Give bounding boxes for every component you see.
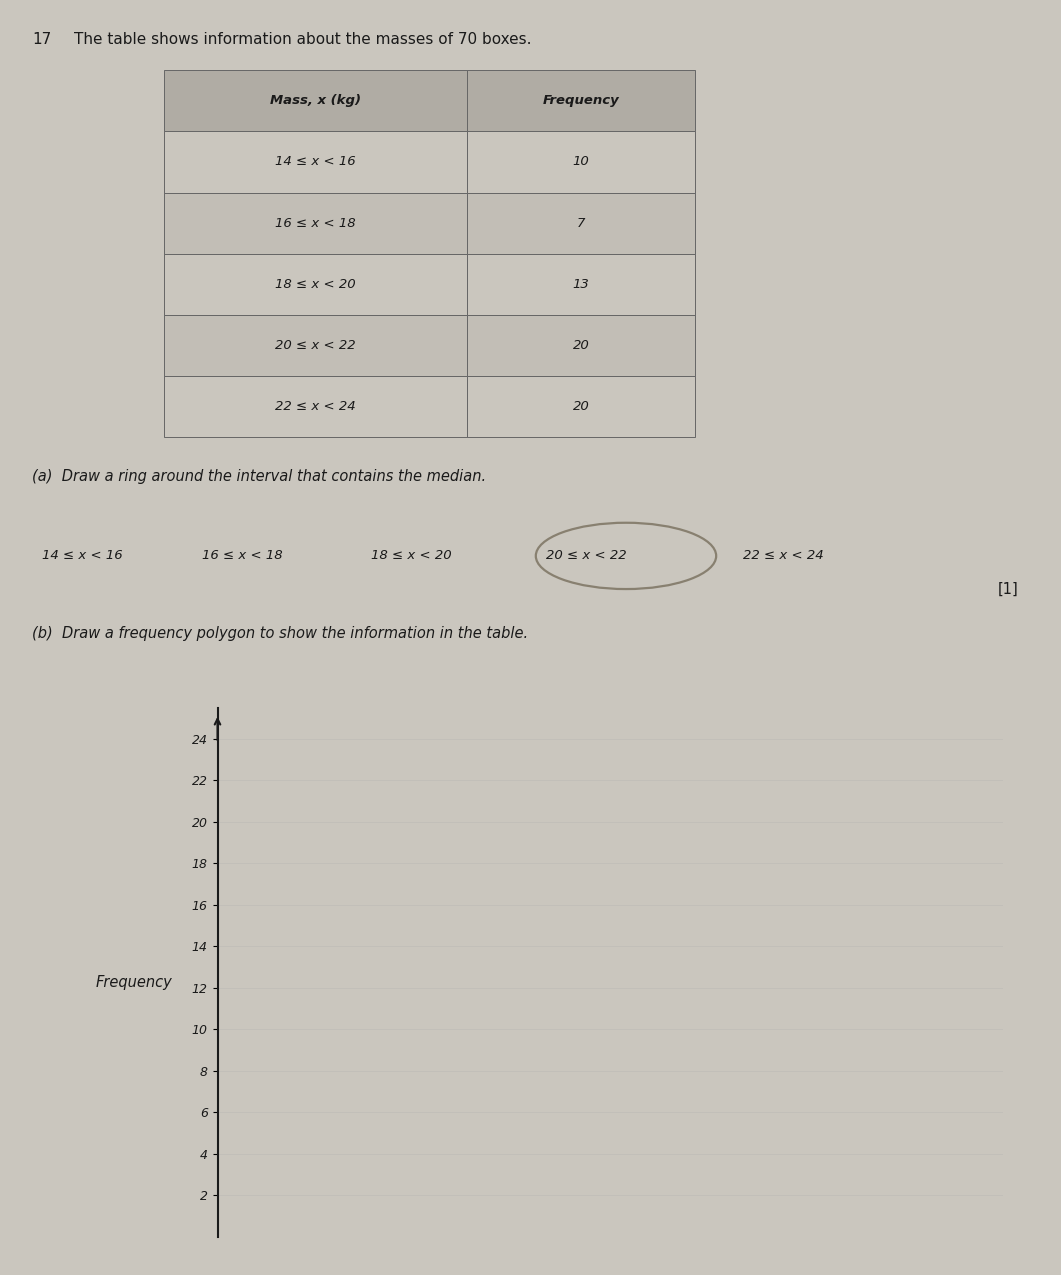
Bar (467, 376, 695, 437)
Text: 22 ≤ x < 24: 22 ≤ x < 24 (743, 550, 823, 562)
Bar (467, 254, 695, 315)
Bar (164, 70, 467, 131)
Text: 20: 20 (573, 339, 589, 352)
Bar (467, 315, 695, 376)
Text: (b)  Draw a frequency polygon to show the information in the table.: (b) Draw a frequency polygon to show the… (32, 626, 528, 641)
Text: 20 ≤ x < 22: 20 ≤ x < 22 (546, 550, 627, 562)
Bar (164, 315, 467, 376)
Bar (164, 131, 467, 193)
Text: 20 ≤ x < 22: 20 ≤ x < 22 (276, 339, 355, 352)
Bar (164, 254, 467, 315)
Text: 20: 20 (573, 400, 589, 413)
Text: 16 ≤ x < 18: 16 ≤ x < 18 (202, 550, 282, 562)
Text: Mass, x (kg): Mass, x (kg) (271, 94, 361, 107)
Text: (a)  Draw a ring around the interval that contains the median.: (a) Draw a ring around the interval that… (32, 469, 486, 484)
Bar (164, 193, 467, 254)
Text: 17: 17 (32, 32, 51, 47)
Text: 18 ≤ x < 20: 18 ≤ x < 20 (371, 550, 452, 562)
Bar (467, 131, 695, 193)
Text: 10: 10 (573, 156, 589, 168)
Text: 13: 13 (573, 278, 589, 291)
Text: The table shows information about the masses of 70 boxes.: The table shows information about the ma… (74, 32, 532, 47)
Bar (164, 376, 467, 437)
Text: Frequency: Frequency (95, 975, 172, 991)
Text: 14 ≤ x < 16: 14 ≤ x < 16 (276, 156, 355, 168)
Text: 18 ≤ x < 20: 18 ≤ x < 20 (276, 278, 355, 291)
Text: Frequency: Frequency (542, 94, 620, 107)
Text: 16 ≤ x < 18: 16 ≤ x < 18 (276, 217, 355, 230)
Text: [1]: [1] (997, 581, 1019, 597)
Bar (467, 70, 695, 131)
Bar (467, 193, 695, 254)
Text: 7: 7 (577, 217, 585, 230)
Text: 22 ≤ x < 24: 22 ≤ x < 24 (276, 400, 355, 413)
Text: 14 ≤ x < 16: 14 ≤ x < 16 (42, 550, 123, 562)
